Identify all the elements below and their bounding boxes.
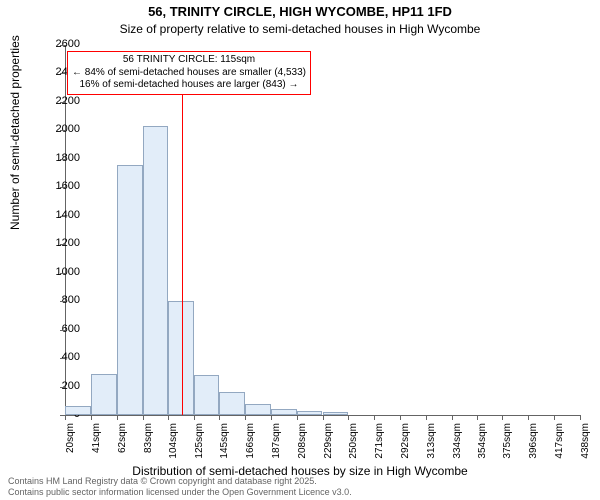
y-tick-label: 800 [40,294,80,306]
y-tick-mark [60,273,65,274]
x-tick-mark [400,415,401,420]
x-tick-mark [323,415,324,420]
x-tick-mark [117,415,118,420]
x-tick-label: 250sqm [348,423,359,463]
x-tick-label: 313sqm [426,423,437,463]
y-tick-label: 1400 [40,209,80,221]
x-tick-label: 334sqm [452,423,463,463]
x-tick-mark [528,415,529,420]
y-tick-mark [60,102,65,103]
x-tick-label: 166sqm [245,423,256,463]
x-tick-mark [271,415,272,420]
annotation-line-1: 56 TRINITY CIRCLE: 115sqm [123,54,255,65]
y-tick-label: 1200 [40,237,80,249]
x-tick-label: 354sqm [477,423,488,463]
histogram-bar [323,412,349,415]
histogram-bar [297,411,323,415]
y-tick-mark [60,330,65,331]
x-tick-mark [245,415,246,420]
x-tick-mark [477,415,478,420]
x-tick-label: 145sqm [219,423,230,463]
x-tick-label: 396sqm [528,423,539,463]
x-tick-mark [452,415,453,420]
histogram-bar [65,406,91,415]
footnote: Contains HM Land Registry data © Crown c… [0,474,600,500]
y-tick-label: 400 [40,351,80,363]
x-tick-label: 125sqm [194,423,205,463]
x-tick-label: 41sqm [91,423,102,463]
y-tick-mark [60,387,65,388]
x-tick-mark [426,415,427,420]
marker-annotation: 56 TRINITY CIRCLE: 115sqm ← 84% of semi-d… [67,51,311,95]
x-tick-label: 229sqm [323,423,334,463]
footnote-line-2: Contains public sector information licen… [8,487,352,497]
y-tick-label: 600 [40,323,80,335]
annotation-line-3: 16% of semi-detached houses are larger (… [80,79,299,90]
y-tick-mark [60,159,65,160]
x-tick-label: 438sqm [580,423,591,463]
x-tick-mark [374,415,375,420]
y-tick-label: 1800 [40,152,80,164]
x-tick-mark [297,415,298,420]
x-tick-mark [91,415,92,420]
histogram-bar [117,165,143,415]
histogram-bar [194,375,219,415]
annotation-line-2: ← 84% of semi-detached houses are smalle… [72,67,306,78]
histogram-bar [271,409,297,415]
x-tick-mark [143,415,144,420]
x-tick-mark [194,415,195,420]
histogram-bar [143,126,169,415]
y-tick-label: 1600 [40,180,80,192]
y-tick-mark [60,45,65,46]
x-tick-label: 83sqm [143,423,154,463]
x-tick-label: 62sqm [117,423,128,463]
x-tick-label: 187sqm [271,423,282,463]
title-line-1: 56, TRINITY CIRCLE, HIGH WYCOMBE, HP11 1… [0,4,600,19]
y-tick-mark [60,301,65,302]
x-tick-mark [65,415,66,420]
y-tick-label: 2000 [40,123,80,135]
y-tick-mark [60,73,65,74]
y-tick-mark [60,187,65,188]
y-tick-label: 1000 [40,266,80,278]
y-tick-label: 200 [40,380,80,392]
y-tick-label: 2600 [40,38,80,50]
x-tick-label: 417sqm [554,423,565,463]
x-tick-label: 292sqm [400,423,411,463]
x-tick-label: 20sqm [65,423,76,463]
y-tick-mark [60,216,65,217]
footnote-line-1: Contains HM Land Registry data © Crown c… [8,476,317,486]
histogram-bar [219,392,245,415]
x-tick-label: 104sqm [168,423,179,463]
y-axis-label: Number of semi-detached properties [8,35,22,230]
y-tick-mark [60,358,65,359]
x-tick-mark [348,415,349,420]
y-tick-mark [60,244,65,245]
chart-container: 56, TRINITY CIRCLE, HIGH WYCOMBE, HP11 1… [0,0,600,500]
y-tick-label: 2200 [40,95,80,107]
x-tick-label: 271sqm [374,423,385,463]
x-tick-mark [580,415,581,420]
x-tick-label: 375sqm [502,423,513,463]
histogram-bar [91,374,117,415]
x-tick-mark [168,415,169,420]
title-line-2: Size of property relative to semi-detach… [0,22,600,36]
marker-line [182,95,183,415]
x-tick-mark [502,415,503,420]
histogram-bar [245,404,271,415]
x-tick-mark [219,415,220,420]
x-tick-mark [554,415,555,420]
y-tick-mark [60,130,65,131]
x-tick-label: 208sqm [297,423,308,463]
